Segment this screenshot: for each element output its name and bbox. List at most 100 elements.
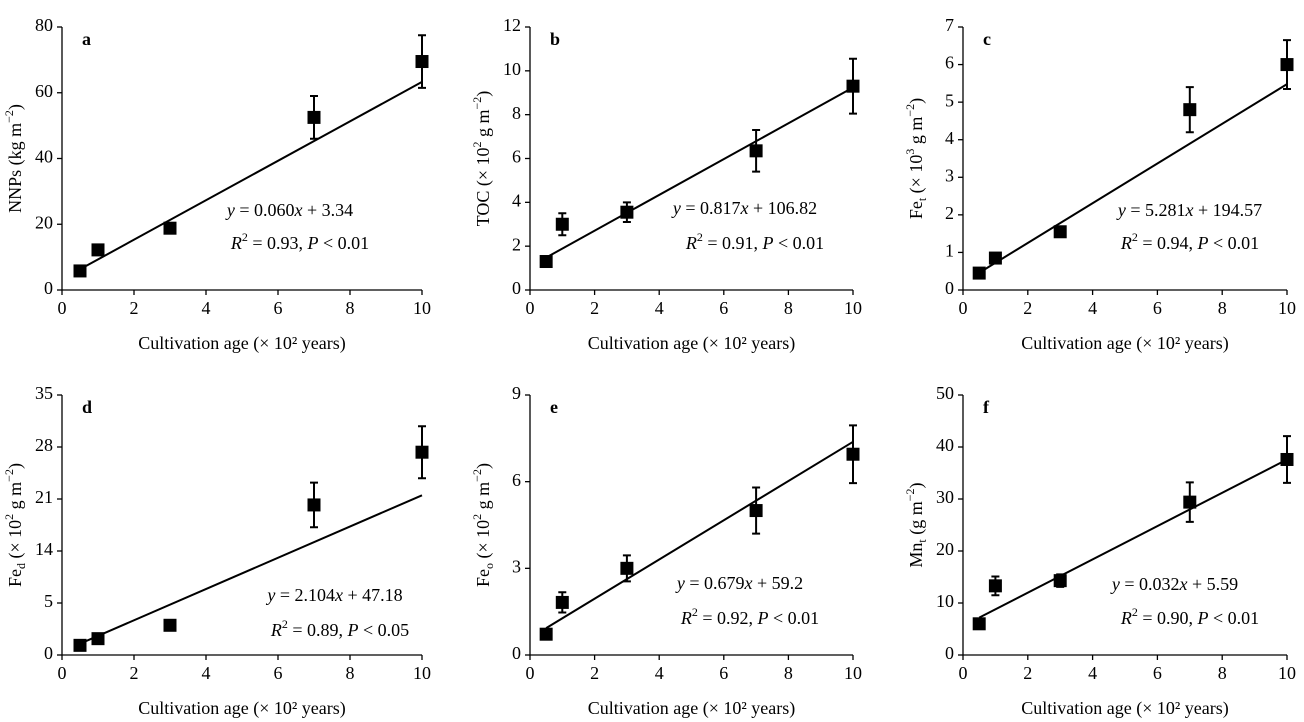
x-tick-label: 0 <box>526 663 535 683</box>
point <box>972 617 986 631</box>
text-part: = 0.93, <box>248 233 308 253</box>
text-part: = 0.89, <box>288 620 348 640</box>
point <box>749 504 763 518</box>
point <box>163 221 177 235</box>
y-tick-label: 80 <box>35 15 53 35</box>
y-tick-label: 4 <box>945 128 954 148</box>
text-part: y <box>225 200 235 220</box>
text-part: R <box>685 233 697 253</box>
y-tick-label: 21 <box>35 487 53 507</box>
y-tick-label: 50 <box>936 383 954 403</box>
text-part: Fe <box>473 569 493 587</box>
y-tick-label: 9 <box>512 383 521 403</box>
text-part: < 0.01 <box>1209 233 1260 253</box>
text-part: g m <box>473 109 493 141</box>
point <box>1280 452 1294 466</box>
text-part: x <box>294 200 303 220</box>
text-part: −2 <box>470 97 484 110</box>
equation: y = 2.104x + 47.18 <box>265 585 402 605</box>
text-part: = 0.817 <box>681 198 741 218</box>
text-part: ) <box>473 91 494 97</box>
text-part: 2 <box>697 230 703 244</box>
y-tick-label: 40 <box>35 147 53 167</box>
equation: y = 0.060x + 3.34 <box>225 200 353 220</box>
x-tick-label: 8 <box>1218 663 1227 683</box>
panel-label: a <box>82 29 91 49</box>
point <box>539 255 553 269</box>
text-part: t <box>915 539 929 543</box>
text-part: R <box>230 233 242 253</box>
y-tick-label: 6 <box>945 53 954 73</box>
statistics: R2 = 0.92, P < 0.01 <box>680 605 819 628</box>
y-tick-label: 5 <box>945 90 954 110</box>
y-tick-label: 14 <box>35 539 53 559</box>
text-part: −2 <box>470 469 484 482</box>
x-tick-label: 8 <box>784 663 793 683</box>
point <box>415 445 429 459</box>
panel-label: d <box>82 397 92 417</box>
statistics: R2 = 0.94, P < 0.01 <box>1120 230 1259 253</box>
y-tick-label: 35 <box>35 383 53 403</box>
text-part: = 2.104 <box>275 585 335 605</box>
equation: y = 0.679x + 59.2 <box>675 573 803 593</box>
text-part: −2 <box>903 104 917 117</box>
y-tick-label: 0 <box>512 643 521 663</box>
x-tick-label: 10 <box>413 298 431 318</box>
y-tick-label: 30 <box>936 487 954 507</box>
text-part: P <box>1197 233 1209 253</box>
y-axis-label: Feo (× 102 g m−2) <box>470 463 496 587</box>
y-axis-label: Fed (× 102 g m−2) <box>2 463 28 587</box>
text-part: = 0.90, <box>1138 608 1198 628</box>
y-tick-label: 20 <box>936 539 954 559</box>
y-tick-label: 6 <box>512 147 521 167</box>
text-part: + 59.2 <box>753 573 804 593</box>
text-part: P <box>307 233 319 253</box>
fit-line <box>978 83 1288 274</box>
text-part: P <box>347 620 359 640</box>
fit-line <box>79 81 423 271</box>
statistics: R2 = 0.90, P < 0.01 <box>1120 605 1259 628</box>
text-part: t <box>915 197 929 201</box>
text-part: < 0.01 <box>769 608 820 628</box>
point <box>1053 574 1067 588</box>
point <box>846 79 860 93</box>
x-tick-label: 6 <box>719 298 728 318</box>
y-axis-label: TOC (× 102 g m−2) <box>470 91 494 227</box>
fit-line <box>545 86 854 259</box>
x-tick-label: 4 <box>1088 663 1097 683</box>
x-tick-label: 10 <box>844 663 862 683</box>
x-tick-label: 0 <box>959 663 968 683</box>
y-tick-label: 3 <box>945 165 954 185</box>
point <box>972 266 986 280</box>
x-tick-label: 10 <box>1278 663 1296 683</box>
text-part: 2 <box>242 230 248 244</box>
text-part: −2 <box>2 469 16 482</box>
point <box>415 55 429 69</box>
text-part: 3 <box>903 149 917 155</box>
y-tick-label: 0 <box>945 278 954 298</box>
axes <box>61 395 422 656</box>
x-tick-label: 4 <box>202 663 211 683</box>
y-tick-label: 10 <box>936 591 954 611</box>
text-part: = 0.94, <box>1138 233 1198 253</box>
text-part: x <box>744 573 753 593</box>
x-tick-label: 10 <box>1278 298 1296 318</box>
panel-label: b <box>550 29 560 49</box>
y-tick-label: 8 <box>512 103 521 123</box>
equation: y = 0.817x + 106.82 <box>671 198 817 218</box>
text-part: −2 <box>903 488 917 501</box>
y-tick-label: 2 <box>945 203 954 223</box>
text-part: g m <box>5 482 25 514</box>
x-axis-label: Cultivation age (× 10² years) <box>1021 698 1229 719</box>
x-axis-label: Cultivation age (× 10² years) <box>1021 333 1229 354</box>
text-part: y <box>1116 200 1126 220</box>
y-tick-label: 60 <box>35 81 53 101</box>
x-tick-label: 0 <box>526 298 535 318</box>
text-part: = 0.92, <box>698 608 758 628</box>
text-part: R <box>1120 233 1132 253</box>
text-part: + 5.59 <box>1188 574 1239 594</box>
text-part: TOC (× 10 <box>473 147 494 226</box>
text-part: x <box>1179 574 1188 594</box>
panel-label: c <box>983 29 991 49</box>
